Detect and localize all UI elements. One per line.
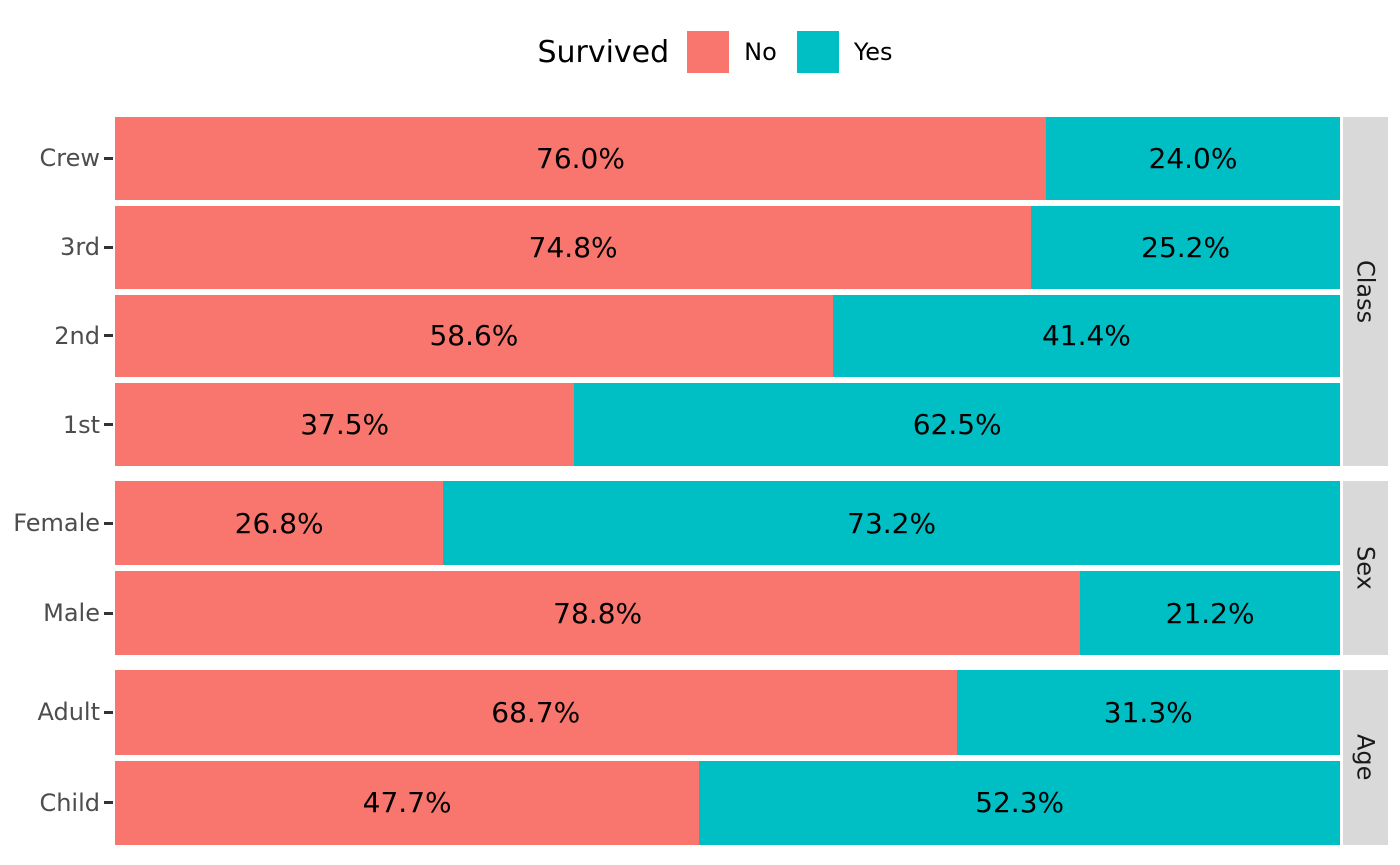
bar-adult: 68.7% 31.3% [115,670,1340,755]
bar-2nd: 58.6% 41.4% [115,294,1340,378]
bar-segment-child-no: 47.7% [115,760,700,845]
axis-tick-female [104,521,113,525]
bar-segment-female-no: 26.8% [115,481,444,565]
value-label-2nd-no: 58.6% [429,319,519,353]
value-label-3rd-yes: 25.2% [1141,230,1231,264]
axis-tick-1st [104,423,113,427]
value-label-child-yes: 52.3% [975,786,1065,820]
bar-female: 26.8% 73.2% [115,481,1340,565]
axis-label-1st: 1st [62,410,100,439]
legend: Survived No Yes [25,31,1400,73]
bar-child: 47.7% 52.3% [115,760,1340,845]
bar-segment-1st-yes: 62.5% [574,383,1340,466]
axis-tick-child [104,801,113,805]
legend-key-no-swatch-icon [687,31,730,73]
axis-label-female: Female [13,509,100,537]
bar-segment-crew-no: 76.0% [115,117,1046,200]
bar-3rd: 74.8% 25.2% [115,205,1340,289]
axis-label-3rd: 3rd [60,233,100,262]
bar-segment-crew-yes: 24.0% [1046,117,1340,200]
value-label-child-no: 47.7% [362,786,452,820]
value-label-1st-no: 37.5% [300,408,390,442]
axis-tick-adult [104,710,113,714]
bar-segment-3rd-yes: 25.2% [1031,205,1340,289]
value-label-male-yes: 21.2% [1165,596,1255,630]
facet-strip-age: Age [1343,670,1388,845]
bar-segment-1st-no: 37.5% [115,383,575,466]
value-label-1st-yes: 62.5% [912,408,1002,442]
axis-tick-crew [104,156,113,160]
axis-label-male: Male [43,599,100,627]
value-label-3rd-no: 74.8% [528,230,618,264]
bar-segment-child-yes: 52.3% [699,760,1340,845]
legend-item-label: Yes [853,38,893,66]
bar-1st: 37.5% 62.5% [115,383,1340,466]
facet-strip-label-age: Age [1351,734,1380,781]
value-label-female-yes: 73.2% [847,506,937,540]
value-label-adult-no: 68.7% [491,695,581,729]
bar-segment-adult-yes: 31.3% [956,670,1340,755]
legend-key-yes-swatch-icon [796,31,839,73]
axis-label-adult: Adult [37,698,100,727]
bar-segment-2nd-yes: 41.4% [832,294,1340,378]
axis-label-crew: Crew [39,144,101,173]
legend-item-yes: Yes [796,31,893,73]
legend-item-label: No [744,38,777,66]
bar-segment-male-no: 78.8% [115,571,1081,655]
value-label-female-no: 26.8% [234,506,324,540]
legend-item-no: No [687,31,777,73]
axis-tick-2nd [104,334,113,338]
facet-strip-sex: Sex [1343,481,1388,655]
axis-label-child: Child [39,788,100,817]
bar-male: 78.8% 21.2% [115,571,1340,655]
facet-strip-label-sex: Sex [1351,546,1380,590]
bar-segment-female-yes: 73.2% [443,481,1340,565]
bar-segment-male-yes: 21.2% [1080,571,1340,655]
axis-label-2nd: 2nd [54,321,100,350]
axis-tick-male [104,611,113,615]
value-label-crew-yes: 24.0% [1148,141,1238,175]
legend-title: Survived [537,34,670,70]
value-label-male-no: 78.8% [553,596,643,630]
bar-crew: 76.0% 24.0% [115,117,1340,200]
facet-strip-label-class: Class [1351,259,1380,324]
value-label-2nd-yes: 41.4% [1041,319,1131,353]
value-label-crew-no: 76.0% [536,141,625,175]
facet-strip-class: Class [1343,117,1388,466]
value-label-adult-yes: 31.3% [1103,695,1193,729]
bar-segment-3rd-no: 74.8% [115,205,1032,289]
bar-segment-2nd-no: 58.6% [115,294,833,378]
bar-segment-adult-no: 68.7% [115,670,957,755]
axis-tick-3rd [104,245,113,249]
